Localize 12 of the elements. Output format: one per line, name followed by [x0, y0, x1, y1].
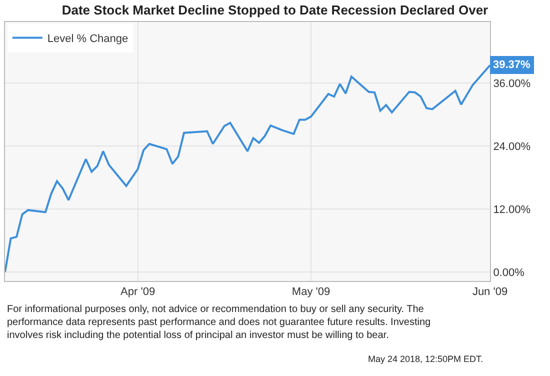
y-tick-label: 36.00%	[493, 78, 531, 90]
text: For informational purposes only, not advice or recommendation to buy or sell any security. The performance data represents past performance and does not guarantee future results. Investing involves risk including the potential loss of principal an investor must be willing to bear.	[7, 304, 431, 341]
chart-title: Date Stock Market Decline Stopped to Date Recession Declared Over	[62, 2, 488, 18]
x-tick-label: Jun '09	[472, 286, 508, 298]
text: May 24 2018, 12:50PM EDT.	[368, 354, 484, 364]
annotation: 39.37%	[493, 59, 531, 71]
y-tick-label: 24.00%	[493, 140, 531, 153]
legend-label: Level % Change	[47, 33, 128, 46]
y-tick-label: 0.00%	[493, 266, 525, 279]
x-tick-label: Apr '09	[120, 286, 156, 298]
y-tick-label: 12.00%	[493, 204, 531, 216]
x-tick-label: May '09	[292, 286, 330, 298]
